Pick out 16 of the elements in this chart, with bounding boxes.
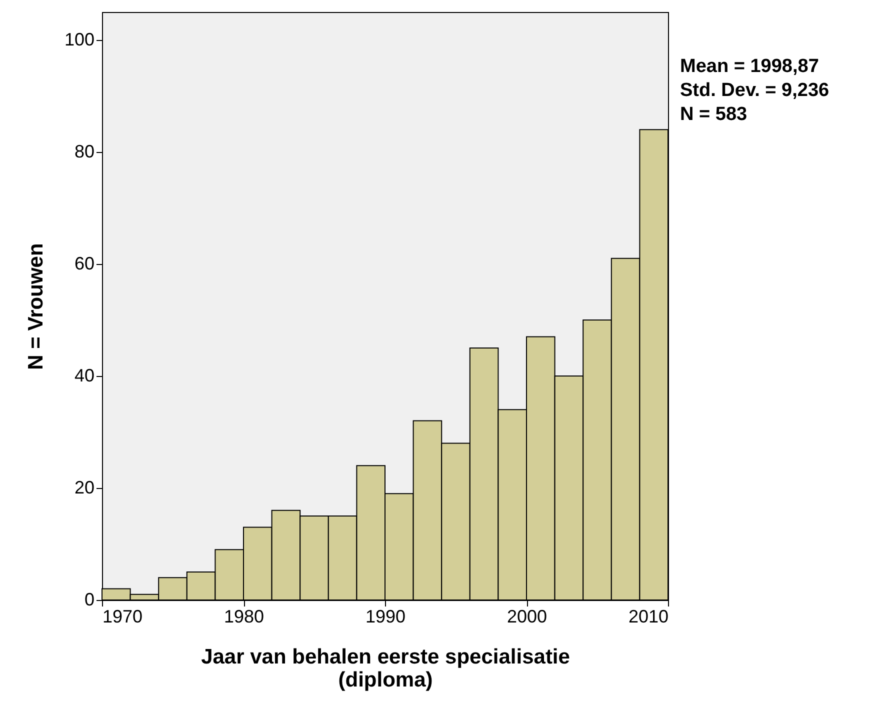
x-tick-label: 2000 xyxy=(506,606,548,626)
y-tick-label: 0 xyxy=(84,590,94,610)
y-tick-label: 100 xyxy=(64,30,94,50)
y-tick-label: 60 xyxy=(74,254,94,274)
text: N = 583 xyxy=(680,104,748,125)
y-axis-title: N = Vrouwen xyxy=(24,243,48,370)
y-tick-label: 80 xyxy=(74,142,94,162)
x-tick-label: 1970 xyxy=(102,606,143,626)
x-tick-label: 1990 xyxy=(365,606,406,626)
text: Mean = 1998,87 xyxy=(680,56,819,77)
x-tick-label: 2010 xyxy=(628,606,668,626)
y-tick-label: 20 xyxy=(74,478,94,498)
text: Std. Dev. = 9,236 xyxy=(680,80,830,101)
x-tick-label: 1980 xyxy=(224,606,264,626)
y-tick-label: 40 xyxy=(74,366,94,386)
x-axis-title: Jaar van behalen eerste specialisatie (diploma) xyxy=(201,646,570,692)
